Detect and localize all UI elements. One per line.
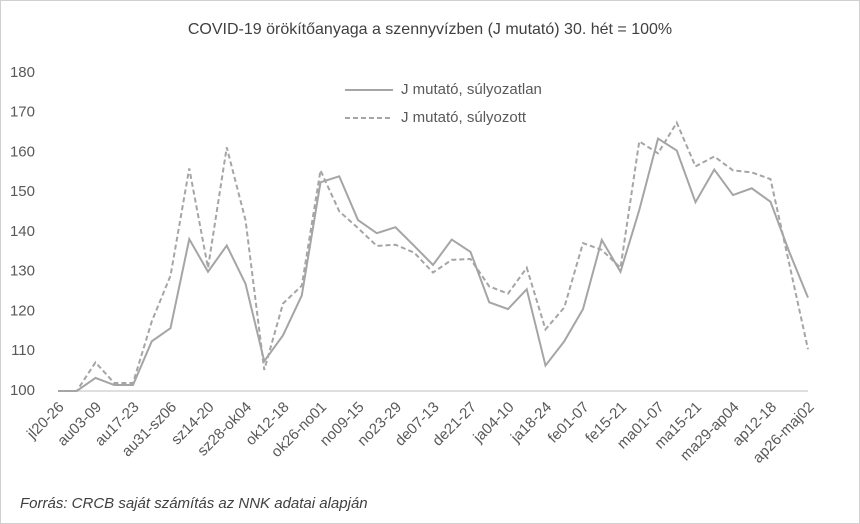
legend-label: J mutató, súlyozatlan: [401, 81, 542, 98]
y-tick-label: 170: [10, 104, 35, 121]
y-tick-label: 180: [10, 64, 35, 81]
y-tick-label: 160: [10, 143, 35, 160]
y-tick-label: 130: [10, 263, 35, 280]
y-tick-label: 100: [10, 382, 35, 399]
y-tick-label: 120: [10, 302, 35, 319]
series-line: [58, 137, 809, 392]
source-note: Forrás: CRCB saját számítás az NNK adata…: [20, 495, 368, 512]
y-tick-label: 150: [10, 183, 35, 200]
legend-label: J mutató, súlyozott: [401, 109, 527, 126]
chart-title: COVID-19 örökítőanyaga a szennyvízben (J…: [188, 21, 672, 38]
y-tick-label: 110: [11, 342, 35, 359]
series-line: [58, 120, 809, 392]
y-tick-label: 140: [10, 223, 35, 240]
